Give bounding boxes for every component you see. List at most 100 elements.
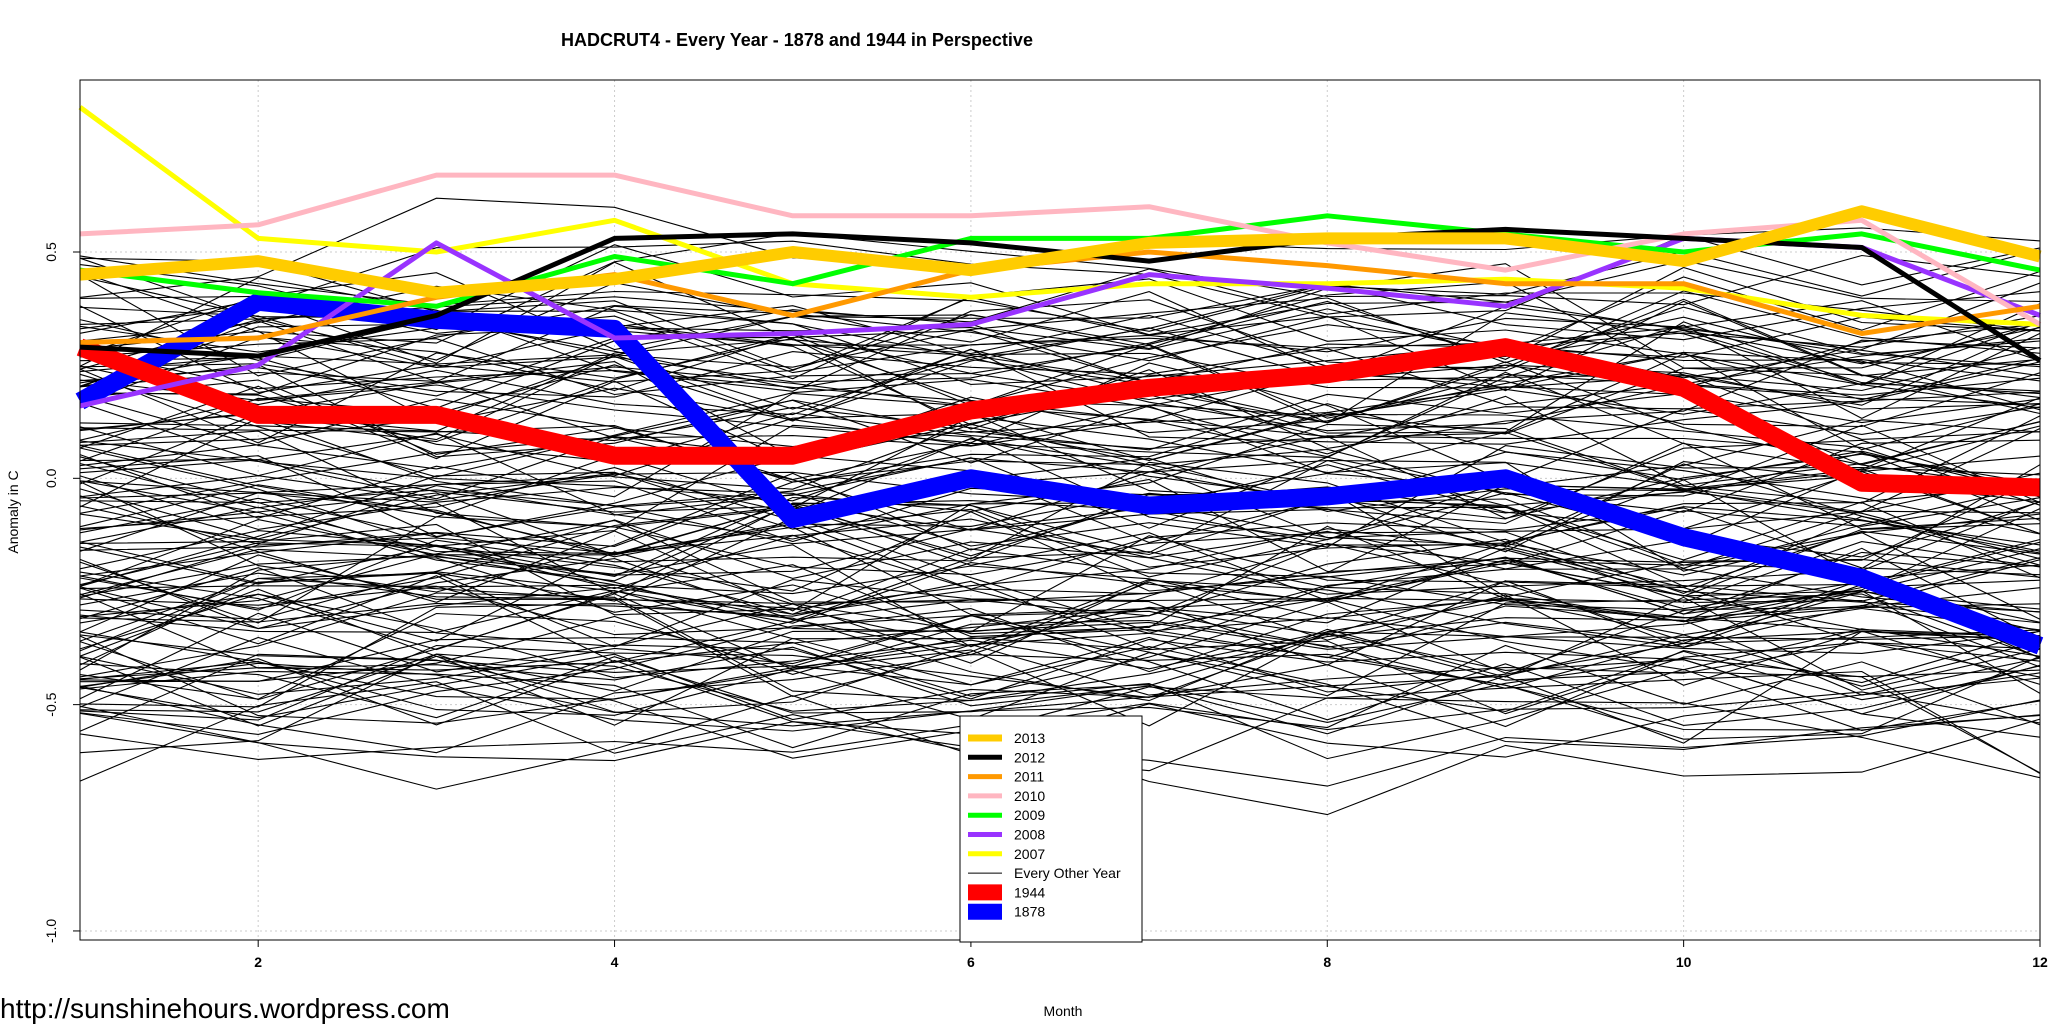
legend-label: 2007 (1014, 846, 1045, 862)
legend: 2013 2012 2011 2010 2009 2008 2007 Every Other … (959, 715, 1143, 943)
background-line (79, 361, 2041, 458)
x-tick-label: 10 (1676, 954, 1692, 970)
x-axis: 2 4 6 8 10 12 (254, 940, 2048, 970)
x-tick-label: 4 (611, 954, 619, 970)
background-line (79, 507, 2041, 590)
background-line (79, 538, 2041, 668)
background-line (79, 633, 2041, 721)
legend-label: Every Other Year (1014, 865, 1121, 881)
background-line (79, 559, 2041, 659)
background-line (79, 337, 2041, 406)
background-line (79, 653, 2041, 754)
background-line (79, 535, 2041, 650)
background-line (79, 479, 2041, 580)
background-line (79, 306, 2041, 368)
background-line (79, 300, 2041, 362)
background-line (79, 472, 2041, 598)
background-line (79, 438, 2041, 520)
background-line (79, 261, 2041, 369)
background-line (79, 577, 2041, 697)
background-line (79, 658, 2041, 779)
background-line (79, 324, 2041, 406)
background-line (79, 459, 2041, 577)
y-tick-label: -1.0 (43, 919, 59, 943)
background-line (79, 523, 2041, 616)
background-line (79, 395, 2041, 488)
background-line (79, 305, 2041, 388)
background-line (79, 541, 2041, 637)
background-line (79, 590, 2041, 697)
background-line (79, 632, 2041, 738)
background-line (79, 525, 2041, 635)
y-tick-label: -0.5 (43, 692, 59, 716)
background-line (79, 505, 2041, 609)
background-line (79, 634, 2041, 735)
y-tick-label: 0.5 (43, 242, 59, 262)
background-line (79, 305, 2041, 411)
background-line (79, 497, 2041, 587)
x-tick-label: 6 (967, 954, 975, 970)
background-line (79, 551, 2041, 650)
background-line (79, 417, 2041, 521)
background-line (79, 585, 2041, 673)
background-line (79, 266, 2041, 370)
background-line (79, 402, 2041, 506)
background-line (79, 371, 2041, 458)
background-line (79, 274, 2041, 377)
background-line (79, 445, 2041, 552)
legend-label: 2012 (1014, 749, 1045, 765)
background-line (79, 424, 2041, 544)
legend-label: 1878 (1014, 904, 1045, 920)
series-line-2013 (79, 205, 2042, 299)
series-lines (75, 105, 2044, 655)
legend-label: 1944 (1014, 884, 1045, 900)
series-line-2010 (79, 172, 2042, 327)
x-tick-label: 12 (2032, 954, 2048, 970)
x-tick-label: 2 (254, 954, 262, 970)
background-line (79, 630, 2041, 744)
x-tick-label: 8 (1323, 954, 1331, 970)
background-line (79, 500, 2041, 620)
legend-label: 2008 (1014, 827, 1045, 843)
watermark: http://sunshinehours.wordpress.com (0, 993, 450, 1024)
background-line (79, 653, 2041, 760)
background-line (79, 403, 2041, 495)
legend-label: 2011 (1014, 769, 1044, 785)
background-line (79, 297, 2041, 373)
background-line (79, 392, 2041, 519)
background-line (79, 329, 2041, 397)
background-line (79, 461, 2041, 582)
background-line (79, 631, 2041, 700)
y-axis-label: Anomaly in C (5, 470, 21, 553)
background-line (79, 547, 2041, 640)
background-line (79, 593, 2041, 671)
background-line (79, 460, 2041, 570)
background-line (79, 567, 2041, 664)
background-line (79, 354, 2041, 441)
background-line (79, 632, 2041, 740)
chart-title: HADCRUT4 - Every Year - 1878 and 1944 in… (561, 30, 1033, 50)
y-tick-label: 0.0 (43, 468, 59, 488)
background-line (79, 593, 2041, 679)
legend-label: 2013 (1014, 730, 1045, 746)
background-line (79, 657, 2041, 774)
background-line (79, 635, 2041, 724)
series-line-1944 (76, 338, 2041, 497)
background-line (79, 278, 2041, 386)
legend-label: 2010 (1014, 788, 1045, 804)
background-line (79, 637, 2041, 716)
background-line (79, 519, 2041, 618)
background-line (79, 532, 2041, 642)
series-line-1878 (75, 292, 2044, 655)
background-line (79, 348, 2041, 439)
background-line (79, 270, 2041, 373)
background-line (79, 629, 2041, 727)
background-line (79, 234, 2041, 330)
legend-label: 2009 (1014, 807, 1045, 823)
background-line (79, 636, 2041, 732)
background-line (79, 593, 2041, 697)
background-line (79, 428, 2041, 540)
x-axis-label: Month (1044, 1003, 1083, 1019)
background-line (79, 344, 2041, 451)
